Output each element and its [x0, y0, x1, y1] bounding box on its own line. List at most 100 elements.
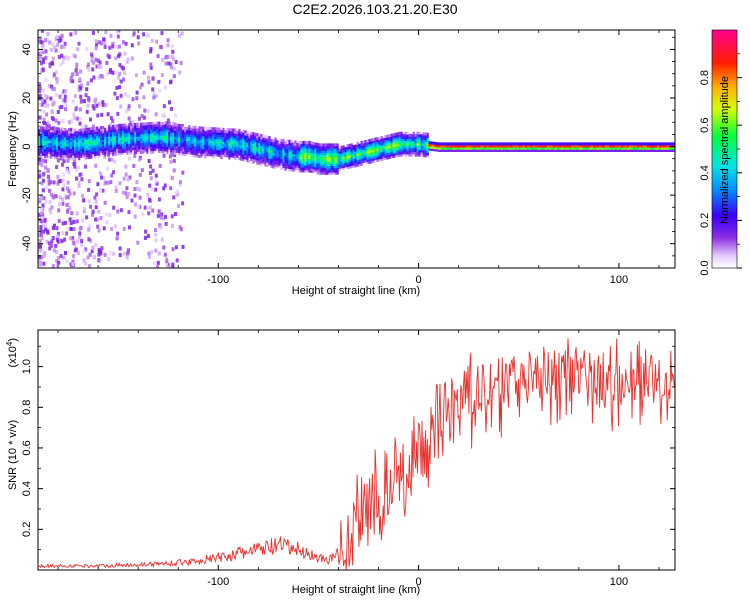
heatmap-cell — [342, 162, 345, 166]
heatmap-cell — [166, 137, 169, 141]
heatmap-cell — [262, 147, 265, 151]
heatmap-cell — [188, 144, 191, 148]
heatmap-cell — [104, 134, 107, 138]
heatmap-cell — [40, 98, 44, 102]
heatmap-cell — [140, 114, 144, 118]
heatmap-cell — [38, 128, 41, 132]
heatmap-cell — [244, 134, 247, 138]
heatmap-cell — [198, 130, 201, 134]
heatmap-cell — [172, 129, 175, 133]
heatmap-cell — [354, 153, 357, 157]
heatmap-cell — [424, 147, 427, 151]
heatmap-cell — [128, 147, 131, 151]
heatmap-cell — [110, 131, 113, 135]
heatmap-cell — [54, 194, 58, 199]
heatmap-cell — [132, 123, 135, 127]
heatmap-cell — [134, 138, 137, 142]
heatmap-cell — [552, 146, 555, 150]
heatmap-cell — [268, 153, 271, 157]
heatmap-cell — [402, 149, 405, 153]
heatmap-cell — [127, 156, 131, 161]
heatmap-cell — [232, 128, 235, 132]
heatmap-cell — [41, 88, 45, 93]
heatmap-cell — [284, 150, 287, 154]
heatmap-cell — [322, 154, 325, 158]
heatmap-cell — [256, 157, 259, 161]
heatmap-cell — [478, 144, 481, 148]
heatmap-cell — [156, 143, 159, 147]
heatmap-cell — [142, 115, 146, 120]
heatmap-cell — [206, 144, 209, 148]
heatmap-cell — [214, 127, 217, 131]
heatmap-cell — [172, 125, 175, 129]
heatmap-cell — [326, 143, 329, 147]
heatmap-cell — [234, 128, 237, 132]
heatmap-cell — [114, 148, 117, 152]
heatmap-cell — [182, 128, 185, 132]
heatmap-cell — [61, 119, 65, 123]
heatmap-cell — [84, 261, 87, 266]
heatmap-cell — [174, 136, 177, 140]
heatmap-cell — [480, 149, 483, 152]
heatmap-cell — [352, 145, 355, 149]
heatmap-cell — [246, 137, 249, 141]
heatmap-cell — [248, 135, 251, 139]
heatmap-cell — [212, 155, 215, 159]
heatmap-cell — [420, 134, 423, 138]
heatmap-cell — [502, 149, 505, 152]
heatmap-cell — [506, 144, 509, 148]
heatmap-cell — [312, 168, 315, 172]
heatmap-cell — [266, 155, 269, 159]
heatmap-cell — [41, 57, 45, 62]
heatmap-cell — [218, 138, 221, 142]
heatmap-cell — [460, 149, 463, 152]
heatmap-cell — [398, 131, 401, 135]
heatmap-cell — [78, 235, 81, 240]
heatmap-cell — [532, 142, 535, 146]
heatmap-cell — [72, 150, 75, 154]
heatmap-cell — [298, 162, 301, 166]
heatmap-cell — [74, 68, 78, 73]
heatmap-cell — [240, 153, 243, 157]
heatmap-cell — [40, 210, 44, 215]
heatmap-cell — [284, 141, 287, 145]
heatmap-cell — [564, 146, 567, 150]
heatmap-cell — [398, 133, 401, 137]
heatmap-cell — [404, 153, 407, 157]
heatmap-cell — [110, 135, 113, 139]
heatmap-cell — [39, 57, 43, 62]
heatmap-cell — [234, 143, 237, 147]
heatmap-cell — [62, 149, 65, 153]
heatmap-cell — [108, 144, 111, 148]
x-tick-label: 100 — [610, 274, 628, 286]
heatmap-cell — [568, 142, 571, 146]
heatmap-cell — [404, 142, 407, 146]
heatmap-cell — [148, 139, 151, 143]
heatmap-cell — [252, 154, 255, 158]
heatmap-cell — [284, 167, 287, 171]
heatmap-cell — [246, 159, 249, 163]
heatmap-cell — [476, 149, 479, 152]
heatmap-cell — [468, 146, 471, 150]
heatmap-cell — [121, 190, 125, 195]
heatmap-cell — [328, 169, 331, 173]
heatmap-cell — [610, 144, 614, 148]
heatmap-cell — [424, 143, 427, 147]
heatmap-cell — [192, 125, 195, 129]
heatmap-cell — [79, 69, 83, 74]
heatmap-cell — [103, 41, 107, 45]
heatmap-cell — [126, 57, 130, 62]
heatmap-cell — [132, 163, 136, 168]
heatmap-cell — [66, 180, 70, 185]
heatmap-cell — [414, 140, 417, 144]
heatmap-cell — [98, 171, 102, 176]
heatmap-cell — [570, 144, 573, 148]
heatmap-cell — [352, 158, 355, 162]
heatmap-cell — [132, 129, 135, 133]
heatmap-cell — [117, 44, 121, 49]
heatmap-cell — [284, 163, 287, 167]
heatmap-cell — [149, 176, 153, 181]
heatmap-cell — [142, 140, 145, 143]
heatmap-cell — [208, 140, 211, 144]
heatmap-cell — [498, 142, 501, 146]
